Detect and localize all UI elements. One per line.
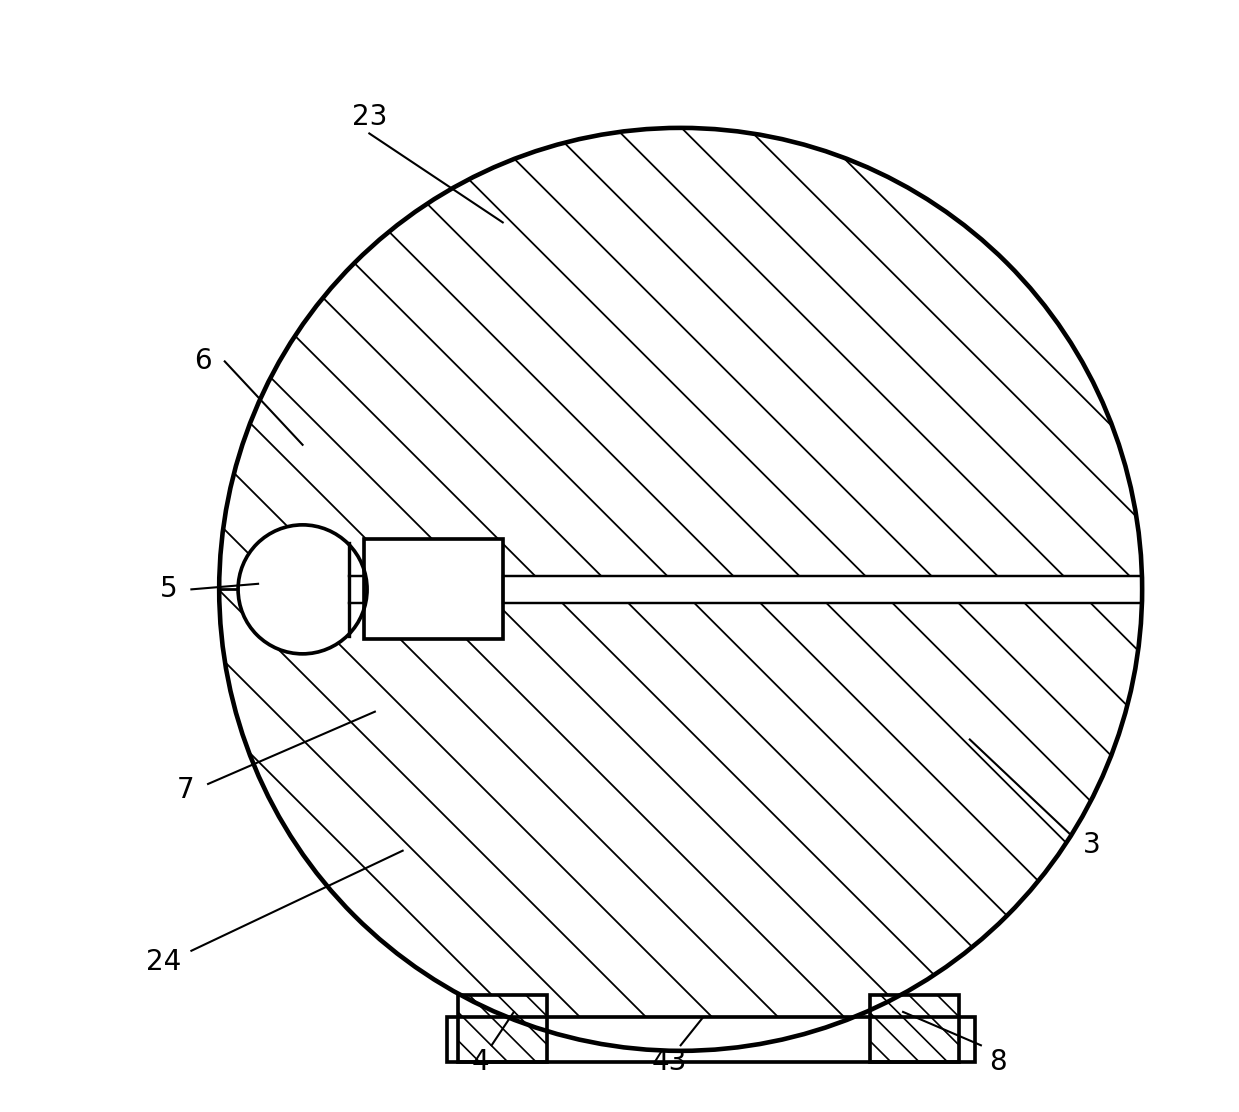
Text: 4: 4: [472, 1048, 489, 1076]
Text: 7: 7: [177, 775, 195, 804]
Text: 6: 6: [193, 347, 212, 376]
Bar: [447, 1017, 975, 1062]
Text: 43: 43: [652, 1048, 688, 1076]
Circle shape: [238, 525, 367, 654]
Bar: [364, 539, 503, 639]
Bar: [870, 995, 959, 1062]
Text: 3: 3: [1083, 831, 1101, 860]
Bar: [870, 995, 959, 1062]
Bar: [364, 539, 503, 639]
Text: 23: 23: [352, 102, 387, 131]
Text: 24: 24: [146, 947, 181, 976]
Text: 5: 5: [160, 575, 178, 604]
Bar: [458, 995, 548, 1062]
Bar: [503, 576, 1142, 603]
Bar: [447, 1017, 975, 1062]
Text: 8: 8: [989, 1048, 1006, 1076]
Bar: [458, 995, 548, 1062]
Bar: [503, 576, 1142, 603]
